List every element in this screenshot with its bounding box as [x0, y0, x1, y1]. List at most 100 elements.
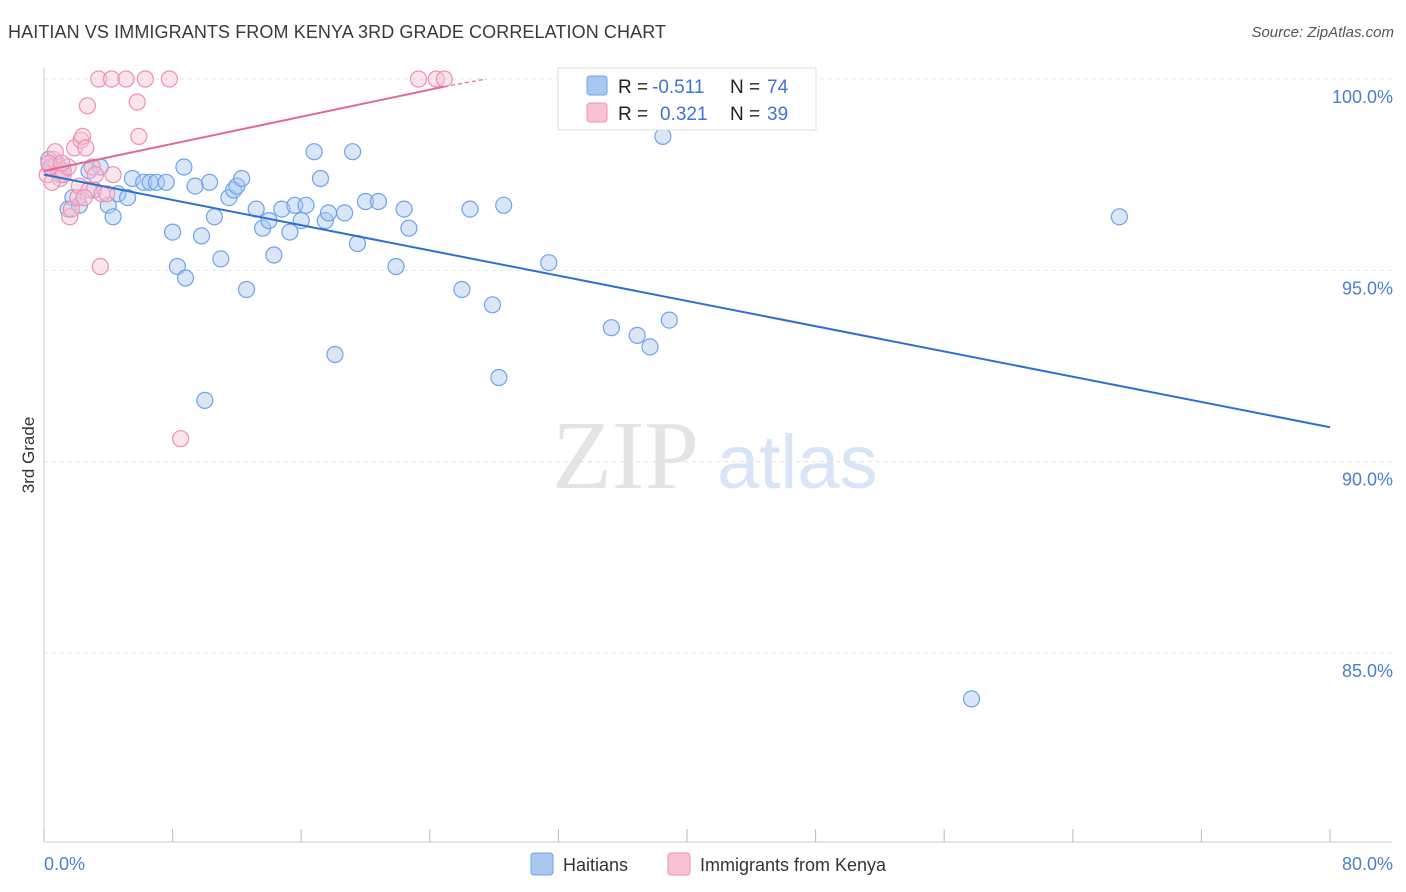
legend-swatch-blue — [586, 75, 608, 96]
watermark: ZIP atlas — [552, 402, 878, 510]
point-haitians — [490, 368, 508, 387]
point-haitians — [212, 250, 230, 268]
legend-r-label-pink: R = — [618, 104, 648, 125]
point-kenya — [130, 127, 148, 145]
x-tick-labels: 0.0% 80.0% — [44, 854, 1393, 874]
bottom-legend-swatch-kenya — [667, 852, 691, 876]
bottom-legend-swatch-haitians — [530, 852, 554, 876]
point-kenya — [128, 93, 146, 111]
point-haitians — [461, 200, 479, 218]
point-haitians — [265, 246, 283, 264]
point-haitians — [176, 269, 195, 287]
point-kenya — [86, 166, 105, 184]
point-haitians — [483, 296, 502, 314]
trend-line-kenya — [43, 85, 445, 172]
legend-r-label-blue: R = — [618, 77, 648, 98]
point-haitians — [311, 169, 330, 188]
point-haitians — [123, 169, 141, 188]
point-kenya — [117, 70, 135, 88]
point-kenya — [40, 154, 58, 172]
point-haitians — [205, 208, 223, 226]
point-haitians — [319, 204, 338, 222]
legend-n-value-pink: 39 — [767, 104, 788, 125]
x-tick-label-min: 0.0% — [44, 854, 85, 874]
point-haitians — [336, 204, 354, 222]
gridlines — [44, 78, 1392, 654]
trend-line-kenya-extension — [444, 78, 487, 88]
point-kenya — [91, 257, 109, 276]
point-haitians — [157, 173, 175, 191]
point-haitians — [395, 200, 413, 218]
point-haitians — [400, 219, 418, 237]
point-haitians — [201, 173, 219, 191]
y-tick-label: 100.0% — [1332, 87, 1393, 107]
point-kenya — [78, 97, 97, 115]
point-haitians — [175, 158, 193, 176]
point-haitians — [628, 326, 646, 344]
point-haitians — [237, 280, 256, 299]
point-haitians — [1110, 208, 1129, 226]
trend-lines — [43, 78, 1331, 429]
point-haitians — [164, 223, 182, 241]
legend-n-label-pink: N = — [730, 104, 760, 125]
data-points — [38, 70, 1129, 708]
point-kenya — [90, 70, 108, 88]
y-tick-labels: 85.0% 90.0% 95.0% 100.0% — [1332, 87, 1393, 681]
point-kenya — [136, 70, 154, 88]
legend-n-value-blue: 74 — [767, 77, 789, 98]
bottom-legend: Haitians Immigrants from Kenya — [530, 852, 887, 876]
point-haitians — [297, 196, 315, 214]
point-kenya — [172, 430, 190, 448]
point-haitians — [281, 223, 299, 241]
point-haitians — [387, 257, 405, 276]
legend-n-label-blue: N = — [730, 77, 760, 98]
point-haitians — [660, 311, 678, 329]
y-tick-label: 90.0% — [1342, 470, 1393, 490]
source-label: Source: ZipAtlas.com — [1251, 24, 1394, 41]
point-haitians — [305, 143, 323, 161]
legend-r-value-blue: -0.511 — [652, 77, 704, 98]
point-haitians — [962, 690, 981, 708]
point-kenya — [409, 70, 428, 88]
point-haitians — [540, 254, 558, 272]
point-haitians — [186, 177, 204, 195]
x-tick-label-max: 80.0% — [1342, 854, 1393, 874]
axes — [43, 68, 1392, 843]
point-haitians — [344, 143, 362, 161]
y-tick-label: 95.0% — [1342, 278, 1393, 298]
y-axis-label: 3rd Grade — [19, 417, 38, 494]
watermark-atlas: atlas — [717, 420, 878, 505]
stats-legend: R = -0.511 N = 74 R = 0.321 N = 39 — [557, 67, 817, 131]
point-kenya — [77, 139, 95, 157]
point-haitians — [196, 391, 214, 409]
watermark-zip: ZIP — [552, 402, 699, 510]
point-haitians — [326, 345, 344, 364]
point-haitians — [453, 280, 471, 299]
point-haitians — [118, 189, 137, 207]
point-kenya — [104, 166, 122, 184]
point-haitians — [104, 208, 122, 226]
trend-line-haitians — [43, 173, 1331, 429]
point-haitians — [369, 192, 387, 211]
point-haitians — [654, 127, 672, 145]
chart-title: HAITIAN VS IMMIGRANTS FROM KENYA 3RD GRA… — [8, 22, 667, 42]
legend-swatch-pink — [586, 102, 608, 123]
point-haitians — [135, 173, 153, 191]
point-kenya — [43, 173, 61, 191]
point-haitians — [602, 319, 621, 337]
bottom-legend-kenya: Immigrants from Kenya — [700, 855, 887, 875]
point-haitians — [192, 227, 211, 245]
point-kenya — [160, 70, 178, 88]
bottom-legend-haitians: Haitians — [563, 855, 628, 875]
point-kenya — [102, 70, 121, 88]
legend-r-value-pink: 0.321 — [660, 104, 708, 125]
point-haitians — [273, 200, 291, 218]
point-kenya — [435, 70, 453, 88]
point-kenya — [75, 189, 93, 207]
point-haitians — [233, 169, 251, 188]
point-haitians — [147, 173, 166, 191]
point-haitians — [495, 196, 513, 214]
point-kenya — [98, 185, 116, 203]
point-haitians — [641, 338, 659, 356]
